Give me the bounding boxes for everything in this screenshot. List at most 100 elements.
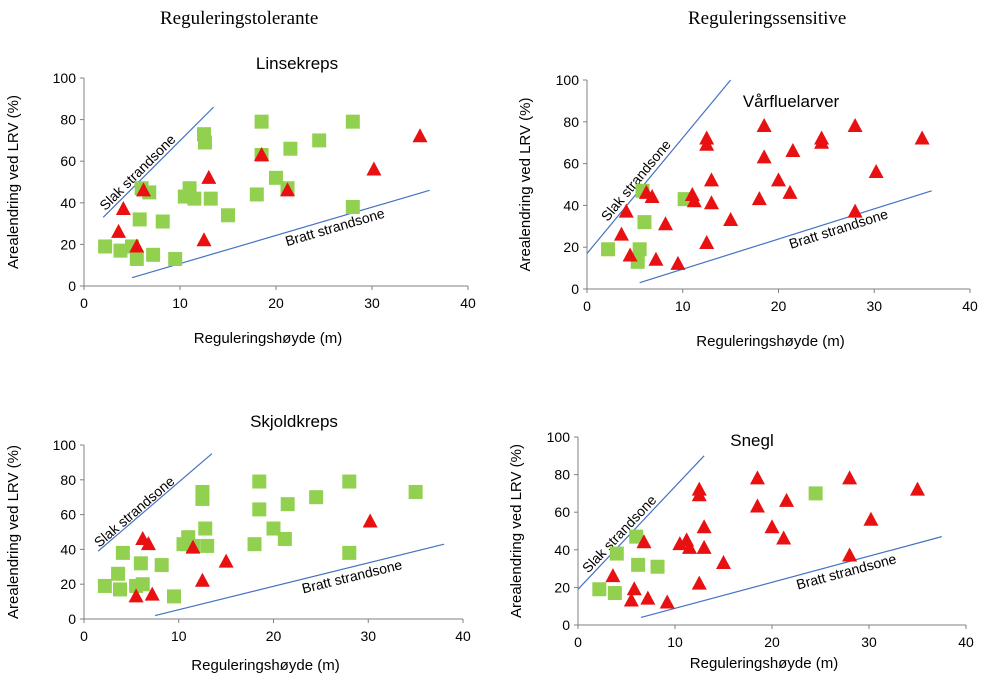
square-point [97,578,112,593]
x-tick-label: 0 [574,634,582,650]
square-point [203,191,218,206]
square-point [607,586,622,601]
triangle-point [196,232,212,247]
triangle-point [691,487,707,502]
triangle-point [623,592,639,607]
x-tick-label: 10 [675,298,691,314]
square-point [113,582,128,597]
y-tick-label: 60 [563,156,579,172]
slak-strandsone-line [586,79,732,254]
square-point [629,529,644,544]
chart-title: Skjoldkreps [250,412,338,431]
x-axis-label: Reguleringshøyde (m) [194,330,342,347]
y-tick-label: 80 [60,112,76,128]
square-point [277,531,292,546]
bratt-strandsone-line [640,536,942,619]
triangle-point [636,534,652,549]
x-tick-label: 0 [80,295,88,311]
y-tick-label: 80 [60,472,76,488]
triangle-point [842,470,858,485]
y-tick-label: 100 [547,429,571,445]
square-point [111,566,126,581]
x-tick-label: 20 [764,634,780,650]
slak-strandsone-label: Slak strandsone [598,136,674,224]
square-point [168,251,183,266]
square-point [167,589,182,604]
chart-1: 0 20 40 60 80 100 0 10 20 30 40 Slak strandsone Brat… [5,54,476,347]
y-tick-label: 40 [554,542,570,558]
triangle-point [749,470,765,485]
chart-2: 0 20 40 60 80 100 0 10 20 30 40 Slak strandsone Brat… [517,72,978,350]
triangle-point [776,530,792,545]
triangle-point [785,143,801,158]
x-tick-label: 40 [455,628,471,644]
triangle-point [129,238,145,253]
square-point [146,247,161,262]
triangle-point [691,575,707,590]
square-point [135,577,150,592]
bratt-strandsone-label: Bratt strandsone [283,205,386,249]
square-point [252,502,267,517]
x-tick-label: 30 [866,298,882,314]
x-tick-label: 20 [266,628,282,644]
square-point [283,141,298,156]
square-point [200,538,215,553]
slak-strandsone-label: Slak strandsone [579,492,660,576]
y-tick-label: 100 [53,70,77,86]
y-tick-label: 20 [554,579,570,595]
square-point [198,521,213,536]
y-tick-label: 100 [556,72,580,88]
triangle-point [868,163,884,178]
square-point [609,546,624,561]
square-point [650,559,665,574]
chart-title: Vårfluelarver [743,92,840,111]
y-tick-label: 80 [554,467,570,483]
square-point [247,537,262,552]
triangle-point [847,203,863,218]
triangle-point [658,216,674,231]
triangle-point [280,182,296,197]
y-tick-label: 0 [562,617,570,633]
column-header-right: Reguleringssensitive [688,8,847,29]
triangle-point [716,554,731,569]
bratt-strandsone-label: Bratt strandsone [300,556,404,596]
square-point [345,199,360,214]
triangle-point [366,161,382,176]
triangle-point [613,226,629,241]
y-tick-label: 100 [53,437,77,453]
square-point [309,490,324,505]
x-tick-label: 10 [667,634,683,650]
y-tick-label: 40 [563,197,579,213]
square-point [249,187,264,202]
triangle-point [194,572,210,587]
y-tick-label: 20 [60,576,76,592]
y-axis-label: Arealendring ved LRV (%) [508,444,525,618]
triangle-point [814,134,830,149]
square-point [221,208,235,223]
triangle-point [185,539,201,554]
y-tick-label: 20 [60,236,76,252]
x-tick-label: 40 [958,634,974,650]
triangle-point [682,539,698,554]
square-point [280,497,295,512]
triangle-point [644,189,660,204]
chart-title: Linsekreps [256,54,338,73]
y-tick-label: 0 [68,611,76,627]
triangle-point [605,568,621,583]
x-tick-label: 40 [962,298,978,314]
slak-strandsone-label: Slak strandsone [96,131,178,213]
y-tick-label: 60 [60,507,76,523]
square-point [408,484,423,499]
triangle-point [771,172,786,187]
square-point [312,133,327,148]
square-point [632,242,647,257]
square-point [808,486,823,501]
triangle-point [782,184,798,199]
square-point [631,557,646,572]
y-axis-label: Arealendring ved LRV (%) [5,445,22,619]
square-point [195,491,210,506]
chart-title: Snegl [730,431,773,450]
triangle-point [842,547,858,562]
square-point [252,474,267,489]
